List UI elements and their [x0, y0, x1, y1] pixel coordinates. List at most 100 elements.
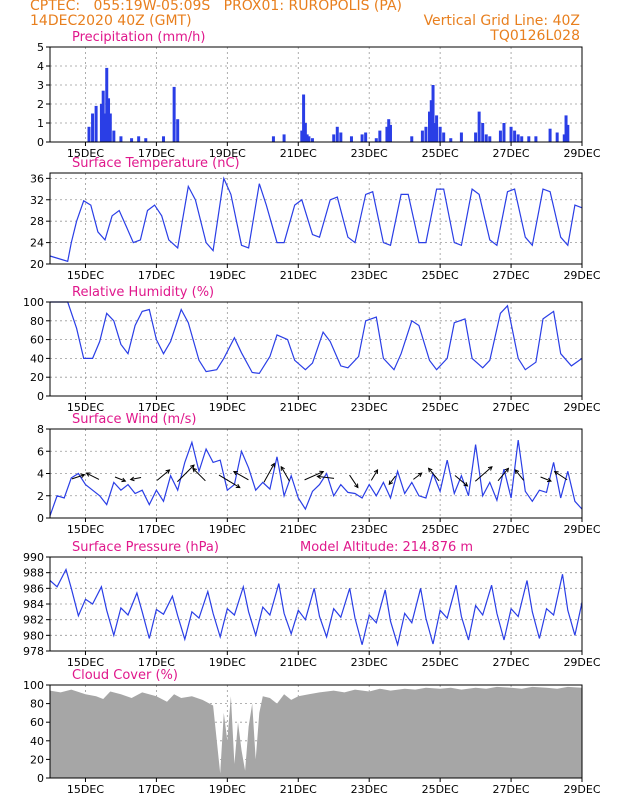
- precip-bar: [527, 136, 531, 142]
- panel-frame: [49, 684, 583, 779]
- wind-arrow: [428, 468, 440, 482]
- header-right-1: Vertical Grid Line: 40Z: [423, 13, 580, 29]
- wind-arrow: [71, 474, 85, 480]
- wind-arrow: [413, 472, 423, 480]
- precip-bar: [302, 94, 306, 142]
- x-tick-label: 29DEC: [563, 783, 600, 796]
- y-tick-label: 5: [37, 41, 44, 54]
- panel-frame: [49, 172, 583, 265]
- precip-bar: [130, 138, 134, 142]
- x-tick-label: 17DEC: [138, 401, 175, 414]
- precip-bar: [137, 136, 141, 142]
- wind-arrow-head: [373, 469, 379, 474]
- precip-bar: [427, 111, 431, 142]
- y-tick-label: 20: [30, 371, 44, 384]
- precip-bar: [119, 136, 123, 142]
- x-tick-label: 21DEC: [280, 523, 317, 536]
- panel-2: Relative Humidity (%) 0 20 40 60 80 100 15DEC 17…: [23, 285, 601, 414]
- y-tick-label: 0: [37, 136, 44, 149]
- x-tick-label: 29DEC: [563, 269, 600, 282]
- precip-bar: [520, 136, 524, 142]
- precip-bar: [438, 126, 442, 142]
- y-tick-label: 0: [37, 772, 44, 785]
- precip-bar: [105, 67, 109, 142]
- wind-arrow: [114, 476, 126, 482]
- y-tick-label: 0: [37, 390, 44, 403]
- series-line: [49, 176, 583, 263]
- wind-arrow-head: [487, 466, 493, 471]
- wind-arrow: [514, 469, 525, 481]
- wind-arrow-head: [553, 470, 559, 476]
- precip-bar: [374, 138, 378, 142]
- y-tick-label: 990: [23, 551, 44, 564]
- wind-arrow-head: [80, 473, 86, 479]
- y-tick-label: 4: [37, 60, 44, 73]
- x-tick-label: 25DEC: [422, 147, 459, 160]
- panel-4: Surface Pressure (hPa) Model Altitude: 21…: [23, 540, 601, 669]
- precip-bar: [101, 90, 105, 142]
- y-tick-label: 982: [23, 614, 44, 627]
- wind-arrow: [388, 475, 396, 485]
- y-tick-label: 100: [23, 679, 44, 692]
- wind-arrow-head: [316, 474, 322, 480]
- precip-bar: [107, 98, 111, 142]
- y-tick-label: 80: [30, 698, 44, 711]
- y-tick-label: 2: [37, 490, 44, 503]
- y-tick-label: 28: [30, 215, 44, 228]
- x-tick-label: 15DEC: [67, 269, 104, 282]
- x-tick-label: 15DEC: [67, 783, 104, 796]
- y-tick-label: 40: [30, 735, 44, 748]
- x-tick-label: 25DEC: [422, 269, 459, 282]
- y-tick-label: 0: [37, 512, 44, 525]
- x-tick-label: 27DEC: [493, 783, 530, 796]
- wind-arrow-head: [232, 471, 238, 476]
- precip-bar: [484, 134, 488, 142]
- x-tick-label: 29DEC: [563, 523, 600, 536]
- precip-bar: [108, 113, 112, 142]
- precip-bar: [332, 134, 336, 142]
- precip-bar: [459, 132, 463, 142]
- wind-arrow: [156, 469, 170, 481]
- wind-arrow-head: [546, 477, 552, 483]
- y-tick-label: 988: [23, 567, 44, 580]
- x-tick-label: 15DEC: [67, 401, 104, 414]
- precip-bar: [435, 115, 439, 142]
- x-tick-label: 19DEC: [209, 401, 246, 414]
- y-tick-label: 3: [37, 79, 44, 92]
- precip-bar: [433, 123, 437, 142]
- wind-arrow-head: [463, 482, 469, 487]
- panel-0: Precipitation (mm/h) 0 1 2 3 4 5 15DEC 17DEC 19DE…: [37, 30, 601, 160]
- wind-arrow-head: [192, 467, 197, 473]
- precip-bar: [271, 136, 275, 142]
- x-tick-label: 21DEC: [280, 269, 317, 282]
- y-tick-label: 40: [30, 352, 44, 365]
- precip-bar: [307, 136, 311, 142]
- x-tick-label: 23DEC: [351, 656, 388, 669]
- precip-bar: [564, 115, 568, 142]
- x-tick-label: 21DEC: [280, 656, 317, 669]
- precip-bar: [562, 134, 566, 142]
- precip-bar: [387, 119, 391, 142]
- y-tick-label: 100: [23, 296, 44, 309]
- y-tick-label: 60: [30, 334, 44, 347]
- wind-arrow: [317, 475, 335, 479]
- precip-bar: [474, 132, 478, 142]
- x-tick-label: 27DEC: [493, 147, 530, 160]
- y-tick-label: 20: [30, 258, 44, 271]
- precip-bar: [303, 123, 307, 142]
- x-tick-label: 15DEC: [67, 147, 104, 160]
- wind-arrow: [263, 463, 275, 483]
- y-tick-label: 32: [30, 194, 44, 207]
- wind-arrow-head: [129, 476, 135, 482]
- series-line: [49, 567, 583, 648]
- precip-bar: [502, 123, 506, 142]
- x-tick-label: 17DEC: [138, 656, 175, 669]
- wind-arrow: [218, 474, 241, 488]
- header-line-2: 14DEC2020 40Z (GMT): [30, 13, 192, 29]
- x-tick-label: 19DEC: [209, 656, 246, 669]
- wind-arrow: [370, 469, 378, 481]
- wind-arrow: [304, 471, 324, 481]
- panel-title: Relative Humidity (%): [72, 285, 214, 300]
- x-tick-label: 17DEC: [138, 147, 175, 160]
- y-tick-label: 6: [37, 445, 44, 458]
